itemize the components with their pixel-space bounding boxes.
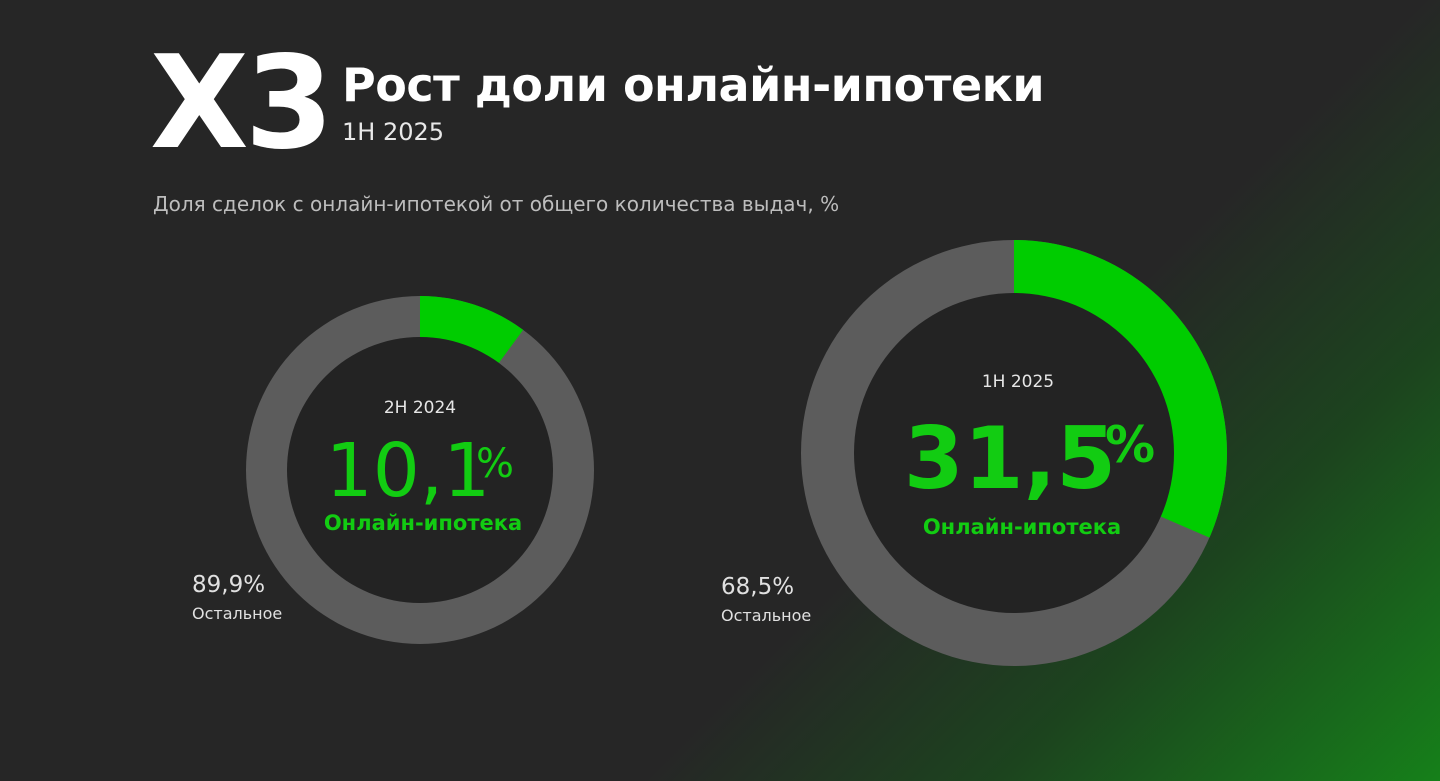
growth-multiplier: X3 xyxy=(150,29,334,178)
donut-2-rest-value: 68,5% xyxy=(721,574,794,600)
donut-2-rest-label: Остальное xyxy=(721,606,811,625)
page-title: Рост доли онлайн-ипотеки xyxy=(342,58,1045,112)
donut-1h-2025: 1H 2025 31,5 % Онлайн-ипотека 68,5% Оста… xyxy=(721,240,1227,666)
donut-2-online-value: 31,5 xyxy=(904,409,1116,509)
chart-subtitle: Доля сделок с онлайн-ипотекой от общего … xyxy=(153,192,840,216)
donut-2-online-unit: % xyxy=(1105,416,1155,474)
donut-1-rest-value: 89,9% xyxy=(192,572,265,598)
donut-1-online-value: 10,1 xyxy=(326,428,491,514)
donut-1-online-label: Онлайн-ипотека xyxy=(324,511,522,535)
donut-2-hole xyxy=(854,293,1174,613)
donut-1-period: 2H 2024 xyxy=(384,398,456,418)
donut-2-online-label: Онлайн-ипотека xyxy=(923,515,1121,539)
donut-1-hole xyxy=(287,337,553,603)
donut-1-rest-label: Остальное xyxy=(192,604,282,623)
donut-1-online-unit: % xyxy=(476,441,514,487)
donut-2-period: 1H 2025 xyxy=(982,372,1054,392)
donut-2h-2024: 2H 2024 10,1 % Онлайн-ипотека 89,9% Оста… xyxy=(192,296,594,644)
header-period: 1H 2025 xyxy=(342,118,445,146)
